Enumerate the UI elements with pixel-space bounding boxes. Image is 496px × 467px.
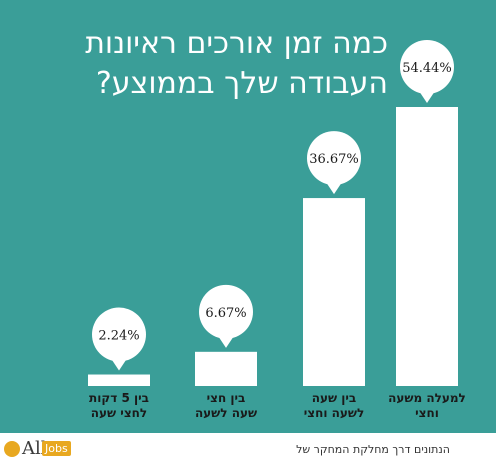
bubble-tail-3 <box>419 91 435 103</box>
category-label-0-0: בין 5 דקות <box>89 391 149 405</box>
category-label-1-1: שעה לשעה <box>195 406 257 420</box>
value-label-1: 6.67% <box>205 306 246 321</box>
value-label-0: 2.24% <box>98 329 139 344</box>
bubble-tail-0 <box>111 358 127 371</box>
bar-2 <box>303 198 365 386</box>
person-icon <box>4 441 20 457</box>
alljobs-logo: All Jobs <box>4 437 71 463</box>
title-line-2: העבודה שלך בממוצע? <box>95 66 388 101</box>
value-label-2: 36.67% <box>309 152 359 167</box>
bar-3 <box>396 107 458 386</box>
value-bubble-2 <box>307 131 361 186</box>
bar-1 <box>195 351 257 386</box>
value-bubble-0 <box>92 307 146 362</box>
footer: All Jobs הנתונים דרך מחלקת המחקר של <box>0 433 496 467</box>
category-label-0-1: לחצי שעה <box>91 406 147 420</box>
bar-0 <box>88 374 150 386</box>
value-bubble-3 <box>400 40 454 94</box>
title-line-1: כמה זמן אורכים ראיונות <box>85 26 388 61</box>
category-label-3-0: למעלה משעה <box>388 391 466 405</box>
category-label-2-1: לשעה וחצי <box>304 406 365 420</box>
chart-title: כמה זמן אורכים ראיונות העבודה שלך בממוצע… <box>8 24 388 104</box>
category-label-2-0: בין שעה <box>312 391 356 405</box>
value-label-3: 54.44% <box>402 61 452 76</box>
footer-credit: הנתונים דרך מחלקת המחקר של <box>296 443 450 456</box>
bubble-tail-1 <box>218 335 234 348</box>
category-label-1-0: בין חצי <box>207 391 246 405</box>
value-bubble-1 <box>199 284 253 339</box>
category-label-3-1: וחצי <box>415 406 439 420</box>
logo-all-text: All <box>22 438 47 459</box>
logo-jobs-text: Jobs <box>42 441 71 456</box>
bubble-tail-2 <box>326 182 342 195</box>
